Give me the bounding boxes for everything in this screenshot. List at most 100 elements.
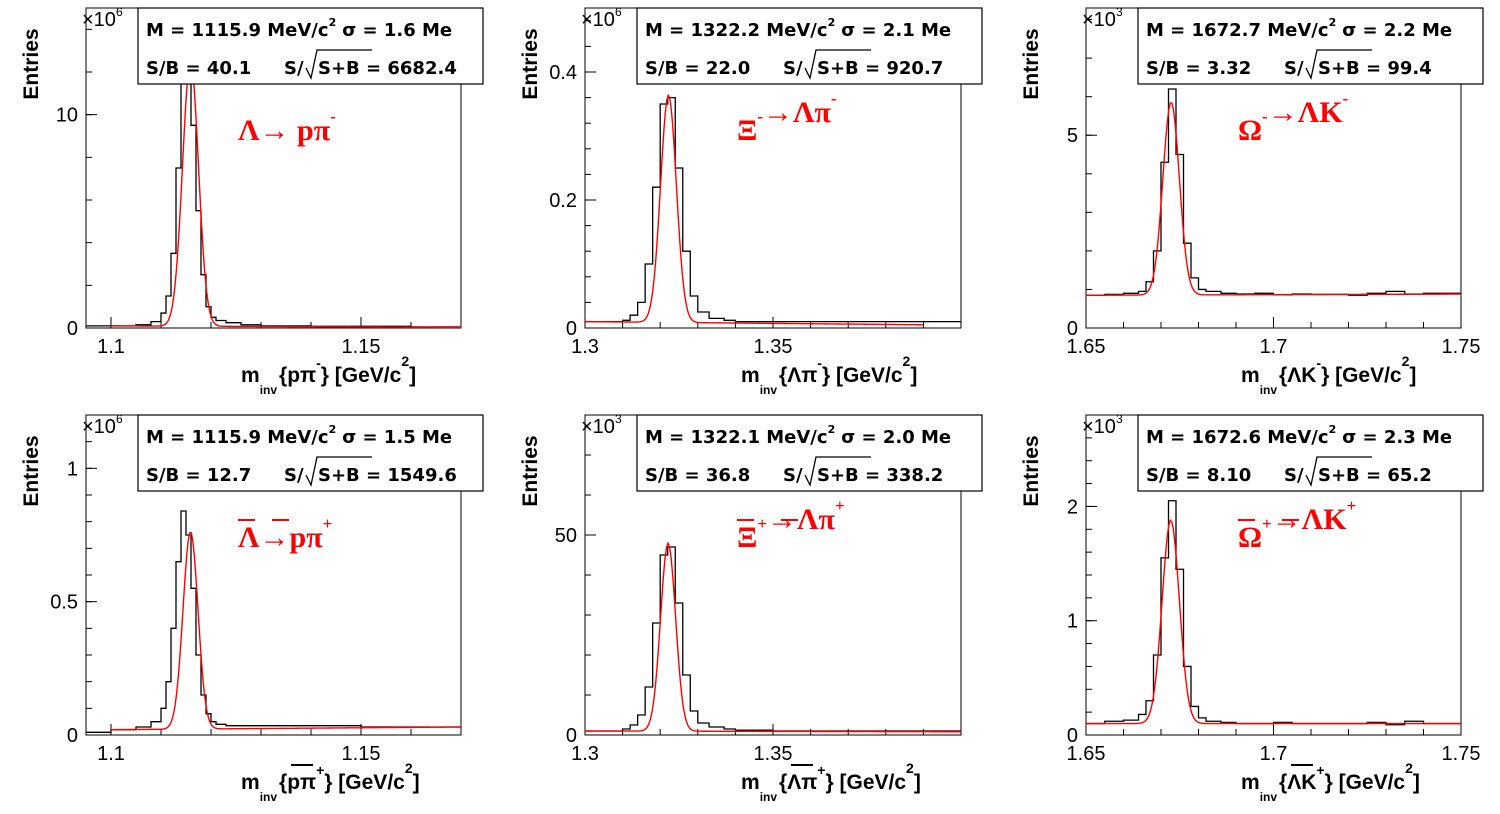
y-multiplier-exp: 6 (116, 5, 123, 19)
stats-mass: M = 1115.9 MeV/c2 σ = 1.6 Me (146, 16, 452, 41)
stats-box (1137, 7, 1484, 85)
x-tick-label: 1.1 (97, 743, 125, 765)
y-tick-label: 0 (566, 318, 577, 340)
x-tick-label: 1.7 (1260, 743, 1288, 765)
y-tick-label: 10 (56, 105, 78, 127)
decay-label: Ξ-→Λπ- (737, 89, 837, 147)
fit-curve (110, 531, 462, 731)
y-tick-label: 0 (566, 725, 577, 747)
histogram-series (585, 546, 961, 732)
histogram-series (585, 96, 961, 323)
y-multiplier: ×103 (1082, 5, 1123, 31)
stats-box (636, 7, 983, 85)
y-axis-label: Entries (1020, 435, 1043, 506)
stats-significance-prefix: S/ (1284, 58, 1304, 79)
y-tick-label: 50 (555, 525, 577, 547)
histogram-series (86, 510, 461, 733)
stats-sb: S/B = 22.0 (645, 58, 750, 79)
sqrt-sign (305, 456, 372, 487)
y-multiplier: ×103 (581, 412, 622, 438)
sqrt-sign (804, 49, 871, 80)
y-multiplier-exp: 6 (116, 412, 123, 426)
y-tick-label: 0.5 (50, 592, 78, 614)
x-tick-label: 1.15 (342, 743, 381, 765)
x-tick-label: 1.3 (571, 336, 599, 358)
x-tick-label: 1.1 (97, 336, 125, 358)
x-tick-label: 1.3 (571, 743, 599, 765)
panel-omega-: 0 5 1.65 1.7 1.75 ×103 Entries minv{ΛK-} [GeV/c… (1020, 5, 1484, 397)
stats-sb: S/B = 36.8 (645, 465, 750, 486)
y-axis-label: Entries (519, 435, 542, 506)
fit-curve (585, 541, 961, 733)
stats-box (1137, 414, 1484, 492)
y-tick-label: 0 (67, 725, 78, 747)
y-tick-label: 0.4 (549, 62, 577, 84)
y-axis-label: Entries (20, 435, 43, 506)
x-tick-label: 1.15 (342, 336, 381, 358)
decay-label: Λ→ pπ- (238, 107, 336, 147)
stats-mass: M = 1115.9 MeV/c2 σ = 1.5 Me (146, 423, 452, 448)
decay-label: Λ→pπ+ (238, 514, 332, 554)
stats-mass: M = 1322.2 MeV/c2 σ = 2.1 Me (645, 16, 951, 41)
y-tick-label: 1 (67, 458, 78, 480)
histogram-series (86, 28, 461, 328)
stats-significance: S+B = 65.2 (1318, 465, 1432, 486)
x-axis-label: minv{ΛK-} [GeV/c2] (1241, 353, 1416, 397)
panel-anti-omega-: 0 1 2 1.65 1.7 1.75 ×103 Entries minv{ΛK+} [GeV/… (1020, 412, 1484, 804)
x-axis-label: minv{pπ+} [GeV/c2] (241, 760, 420, 804)
y-tick-label: 5 (1067, 125, 1078, 147)
y-multiplier: ×106 (581, 5, 622, 31)
sqrt-sign (804, 456, 871, 487)
stats-box (137, 414, 484, 492)
stats-mass: M = 1672.6 MeV/c2 σ = 2.3 Me (1146, 423, 1452, 448)
y-tick-label: 1 (1067, 611, 1078, 633)
stats-significance: S+B = 338.2 (817, 465, 943, 486)
histogram-series (1086, 500, 1461, 726)
y-multiplier-exp: 3 (1116, 412, 1123, 426)
stats-sb: S/B = 3.32 (1146, 58, 1251, 79)
x-axis-label: minv{pπ-} [GeV/c2] (241, 353, 416, 397)
stats-sb: S/B = 12.7 (146, 465, 251, 486)
y-tick-label: 2 (1067, 496, 1078, 518)
stats-mass: M = 1322.1 MeV/c2 σ = 2.0 Me (645, 423, 951, 448)
stats-box (636, 414, 983, 492)
panel-anti-xi-: 0 50 1.3 1.35 ×103 Entries minv{Λπ+} [GeV/c2] M… (519, 412, 983, 804)
stats-mass: M = 1672.7 MeV/c2 σ = 2.2 Me (1146, 16, 1452, 41)
x-axis-label: minv{Λπ+} [GeV/c2] (741, 760, 921, 804)
decay-label: Ω-→ΛK- (1238, 89, 1349, 147)
panel-anti-lambda: 0 0.5 1 1.1 1.15 ×106 Entries minv{pπ+} [GeV/c2… (20, 412, 484, 804)
x-tick-label: 1.75 (1442, 743, 1481, 765)
y-tick-label: 0 (1067, 725, 1078, 747)
stats-sb: S/B = 8.10 (1146, 465, 1251, 486)
fit-curve (584, 93, 924, 326)
y-multiplier: ×103 (1082, 412, 1123, 438)
stats-significance-prefix: S/ (783, 58, 803, 79)
stats-significance: S+B = 1549.6 (318, 465, 457, 486)
x-tick-label: 1.75 (1442, 336, 1481, 358)
stats-significance-prefix: S/ (284, 465, 304, 486)
y-multiplier-exp: 3 (1116, 5, 1123, 19)
y-multiplier: ×106 (82, 412, 123, 438)
x-tick-label: 1.7 (1260, 336, 1288, 358)
x-axis-label: minv{Λπ-} [GeV/c2] (741, 353, 917, 397)
stats-significance: S+B = 920.7 (817, 58, 943, 79)
y-axis-label: Entries (20, 28, 43, 99)
x-tick-label: 1.35 (754, 743, 793, 765)
stats-significance-prefix: S/ (783, 465, 803, 486)
stats-significance: S+B = 99.4 (1318, 58, 1432, 79)
stats-significance: S+B = 6682.4 (318, 58, 457, 79)
panel-xi-: 0 0.2 0.4 1.3 1.35 ×106 Entries minv{Λπ-} [GeV/… (519, 5, 983, 397)
fit-curve (1086, 518, 1461, 725)
sqrt-sign (1305, 49, 1372, 80)
stats-significance-prefix: S/ (1284, 465, 1304, 486)
x-tick-label: 1.65 (1067, 336, 1106, 358)
decay-label: Ξ+→Λπ+ (737, 496, 845, 554)
y-tick-label: 0 (67, 318, 78, 340)
x-tick-label: 1.65 (1067, 743, 1106, 765)
sqrt-sign (1305, 456, 1372, 487)
y-axis-label: Entries (1020, 28, 1043, 99)
stats-box (137, 7, 484, 85)
y-multiplier: ×106 (82, 5, 123, 31)
x-axis-label: minv{ΛK+} [GeV/c2] (1241, 760, 1420, 804)
